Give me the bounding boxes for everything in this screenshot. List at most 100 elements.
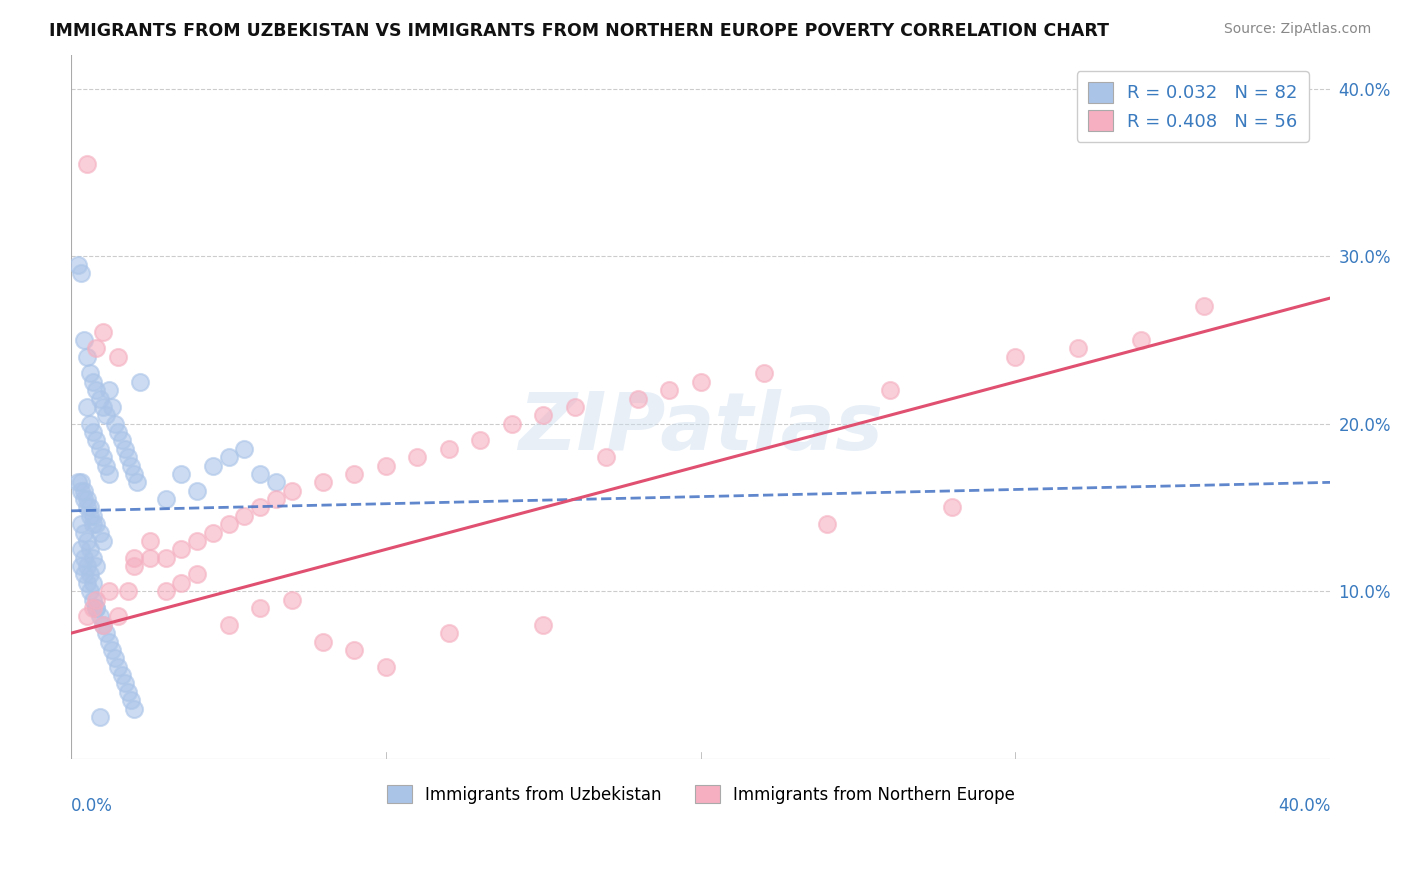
Point <box>69 475 91 490</box>
Point <box>437 626 460 640</box>
Point <box>280 592 302 607</box>
Point <box>155 584 177 599</box>
Point <box>86 601 108 615</box>
Text: ZIPatlas: ZIPatlas <box>519 389 883 467</box>
Point <box>201 525 224 540</box>
Point <box>186 567 208 582</box>
Point <box>1067 341 1090 355</box>
Point <box>89 525 111 540</box>
Point <box>107 425 129 439</box>
Point <box>1130 333 1153 347</box>
Point <box>218 617 240 632</box>
Point <box>564 400 586 414</box>
Point <box>201 458 224 473</box>
Point <box>627 392 650 406</box>
Point <box>79 508 101 523</box>
Point <box>815 517 838 532</box>
Point <box>122 550 145 565</box>
Point <box>139 550 162 565</box>
Point <box>94 458 117 473</box>
Point <box>89 392 111 406</box>
Point <box>79 584 101 599</box>
Point <box>110 434 132 448</box>
Point <box>73 550 96 565</box>
Point <box>73 483 96 498</box>
Point <box>249 601 271 615</box>
Point <box>66 475 89 490</box>
Point <box>98 584 121 599</box>
Point <box>69 266 91 280</box>
Point <box>76 533 98 548</box>
Point <box>86 341 108 355</box>
Point <box>218 517 240 532</box>
Point <box>879 383 901 397</box>
Point <box>122 559 145 574</box>
Point <box>82 550 104 565</box>
Point <box>375 458 398 473</box>
Point <box>595 450 617 465</box>
Point <box>69 483 91 498</box>
Point <box>531 409 554 423</box>
Point <box>73 567 96 582</box>
Text: IMMIGRANTS FROM UZBEKISTAN VS IMMIGRANTS FROM NORTHERN EUROPE POVERTY CORRELATIO: IMMIGRANTS FROM UZBEKISTAN VS IMMIGRANTS… <box>49 22 1109 40</box>
Point <box>82 592 104 607</box>
Point <box>941 500 963 515</box>
Point <box>98 383 121 397</box>
Point <box>155 550 177 565</box>
Point <box>94 409 117 423</box>
Point <box>76 492 98 507</box>
Point <box>117 685 139 699</box>
Point <box>94 626 117 640</box>
Point <box>264 475 287 490</box>
Point <box>101 400 124 414</box>
Point <box>82 601 104 615</box>
Point <box>218 450 240 465</box>
Point <box>127 475 149 490</box>
Point <box>86 559 108 574</box>
Point <box>98 634 121 648</box>
Point <box>79 367 101 381</box>
Text: 40.0%: 40.0% <box>1278 797 1330 815</box>
Point <box>752 367 775 381</box>
Point <box>233 508 256 523</box>
Point <box>1004 350 1026 364</box>
Point <box>86 517 108 532</box>
Point <box>91 325 114 339</box>
Point <box>658 383 681 397</box>
Point <box>406 450 429 465</box>
Point <box>82 425 104 439</box>
Point <box>139 533 162 548</box>
Text: Source: ZipAtlas.com: Source: ZipAtlas.com <box>1223 22 1371 37</box>
Point <box>107 659 129 673</box>
Point <box>107 350 129 364</box>
Point <box>66 258 89 272</box>
Point <box>120 693 142 707</box>
Point <box>82 575 104 590</box>
Legend: Immigrants from Uzbekistan, Immigrants from Northern Europe: Immigrants from Uzbekistan, Immigrants f… <box>380 778 1022 810</box>
Point <box>122 467 145 481</box>
Point <box>117 584 139 599</box>
Point <box>76 575 98 590</box>
Point <box>531 617 554 632</box>
Point <box>155 492 177 507</box>
Point <box>101 643 124 657</box>
Point <box>76 400 98 414</box>
Point <box>170 467 193 481</box>
Point <box>122 701 145 715</box>
Point <box>76 500 98 515</box>
Point <box>170 575 193 590</box>
Point <box>186 533 208 548</box>
Point <box>76 559 98 574</box>
Point <box>91 617 114 632</box>
Point <box>86 383 108 397</box>
Point <box>89 442 111 456</box>
Point <box>689 375 711 389</box>
Point <box>343 643 366 657</box>
Point <box>104 417 127 431</box>
Point <box>91 617 114 632</box>
Point <box>437 442 460 456</box>
Point <box>470 434 492 448</box>
Point <box>73 525 96 540</box>
Point <box>86 601 108 615</box>
Point <box>73 333 96 347</box>
